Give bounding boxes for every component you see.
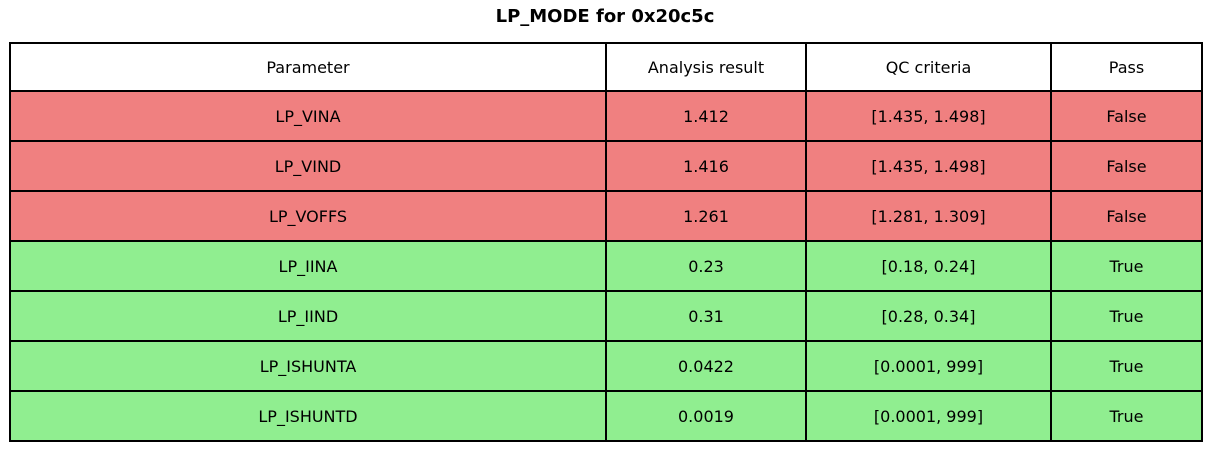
cell-pass-value: False xyxy=(1050,90,1203,142)
col-header-parameter: Parameter xyxy=(9,42,607,92)
cell-qc-criteria: [1.435, 1.498] xyxy=(805,90,1052,142)
table-row: LP_ISHUNTA 0.0422 [0.0001, 999] True xyxy=(9,340,1203,392)
table-row: LP_IINA 0.23 [0.18, 0.24] True xyxy=(9,240,1203,292)
cell-qc-criteria: [0.28, 0.34] xyxy=(805,290,1052,342)
table-row: LP_VOFFS 1.261 [1.281, 1.309] False xyxy=(9,190,1203,242)
cell-pass-value: True xyxy=(1050,290,1203,342)
cell-pass-value: True xyxy=(1050,390,1203,442)
header-row: Parameter Analysis result QC criteria Pa… xyxy=(9,42,1203,92)
page-title: LP_MODE for 0x20c5c xyxy=(495,6,715,27)
cell-qc-criteria: [1.281, 1.309] xyxy=(805,190,1052,242)
cell-analysis-result: 1.261 xyxy=(605,190,807,242)
cell-qc-criteria: [0.0001, 999] xyxy=(805,340,1052,392)
cell-analysis-result: 1.412 xyxy=(605,90,807,142)
cell-analysis-result: 0.23 xyxy=(605,240,807,292)
cell-pass-value: False xyxy=(1050,140,1203,192)
cell-parameter: LP_IIND xyxy=(9,290,607,342)
cell-qc-criteria: [0.0001, 999] xyxy=(805,390,1052,442)
col-header-analysis-result: Analysis result xyxy=(605,42,807,92)
cell-analysis-result: 1.416 xyxy=(605,140,807,192)
cell-pass-value: True xyxy=(1050,240,1203,292)
cell-pass-value: True xyxy=(1050,340,1203,392)
cell-analysis-result: 0.31 xyxy=(605,290,807,342)
cell-pass-value: False xyxy=(1050,190,1203,242)
col-header-qc-criteria: QC criteria xyxy=(805,42,1052,92)
table-row: LP_VIND 1.416 [1.435, 1.498] False xyxy=(9,140,1203,192)
cell-parameter: LP_IINA xyxy=(9,240,607,292)
table-row: LP_ISHUNTD 0.0019 [0.0001, 999] True xyxy=(9,390,1203,442)
cell-analysis-result: 0.0422 xyxy=(605,340,807,392)
cell-parameter: LP_VOFFS xyxy=(9,190,607,242)
cell-parameter: LP_VINA xyxy=(9,90,607,142)
cell-analysis-result: 0.0019 xyxy=(605,390,807,442)
cell-parameter: LP_VIND xyxy=(9,140,607,192)
cell-parameter: LP_ISHUNTD xyxy=(9,390,607,442)
cell-parameter: LP_ISHUNTA xyxy=(9,340,607,392)
table-row: LP_IIND 0.31 [0.28, 0.34] True xyxy=(9,290,1203,342)
cell-qc-criteria: [1.435, 1.498] xyxy=(805,140,1052,192)
table-row: LP_VINA 1.412 [1.435, 1.498] False xyxy=(9,90,1203,142)
qc-table: Parameter Analysis result QC criteria Pa… xyxy=(9,42,1203,442)
col-header-pass: Pass xyxy=(1050,42,1203,92)
cell-qc-criteria: [0.18, 0.24] xyxy=(805,240,1052,292)
